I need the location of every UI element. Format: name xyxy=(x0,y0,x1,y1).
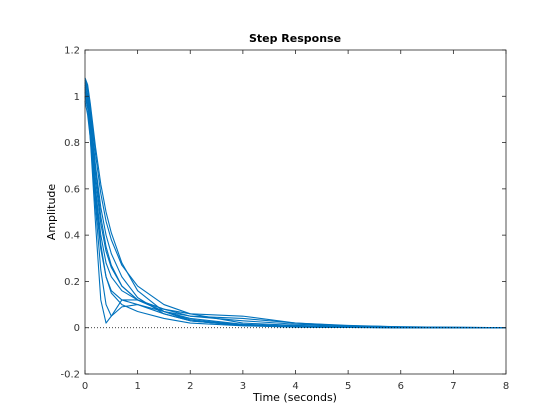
x-tick-label: 5 xyxy=(345,381,351,392)
chart-title: Step Response xyxy=(249,32,341,45)
x-tick-label: 8 xyxy=(503,381,509,392)
series-line-9 xyxy=(84,82,507,329)
x-tick-label: 0 xyxy=(82,381,88,392)
x-tick-label: 1 xyxy=(134,381,140,392)
y-tick-label: 0.2 xyxy=(64,277,80,288)
series-line-4 xyxy=(84,86,506,329)
x-tick-label: 7 xyxy=(450,381,456,392)
y-tick-label: 0.4 xyxy=(64,231,80,242)
y-axis-label: Amplitude xyxy=(45,184,58,241)
series-line-2 xyxy=(84,82,506,329)
x-tick-label: 3 xyxy=(240,381,246,392)
series-line-5 xyxy=(84,91,506,329)
y-tick-label: 0.6 xyxy=(64,184,80,195)
x-axis-label: Time (seconds) xyxy=(252,391,337,404)
series-line-6 xyxy=(84,79,506,329)
x-tick-label: 4 xyxy=(292,381,298,392)
y-tick-label: 0.8 xyxy=(64,138,80,149)
series-line-10 xyxy=(84,100,507,329)
x-tick-label: 2 xyxy=(187,381,193,392)
y-tick-label: 1.2 xyxy=(64,46,80,57)
y-tick-label: 1 xyxy=(74,92,80,103)
series-line-7 xyxy=(84,89,506,329)
axes-group: 0 1 2 3 4 5 6 7 8-0.200.20.40.60.811.2 xyxy=(60,46,509,393)
x-tick-label: 6 xyxy=(398,381,404,392)
y-tick-label: 0 xyxy=(74,323,80,334)
series-group xyxy=(84,77,507,329)
series-line-3 xyxy=(84,84,506,329)
y-tick-label: -0.2 xyxy=(60,370,80,381)
series-line-1 xyxy=(84,77,506,329)
